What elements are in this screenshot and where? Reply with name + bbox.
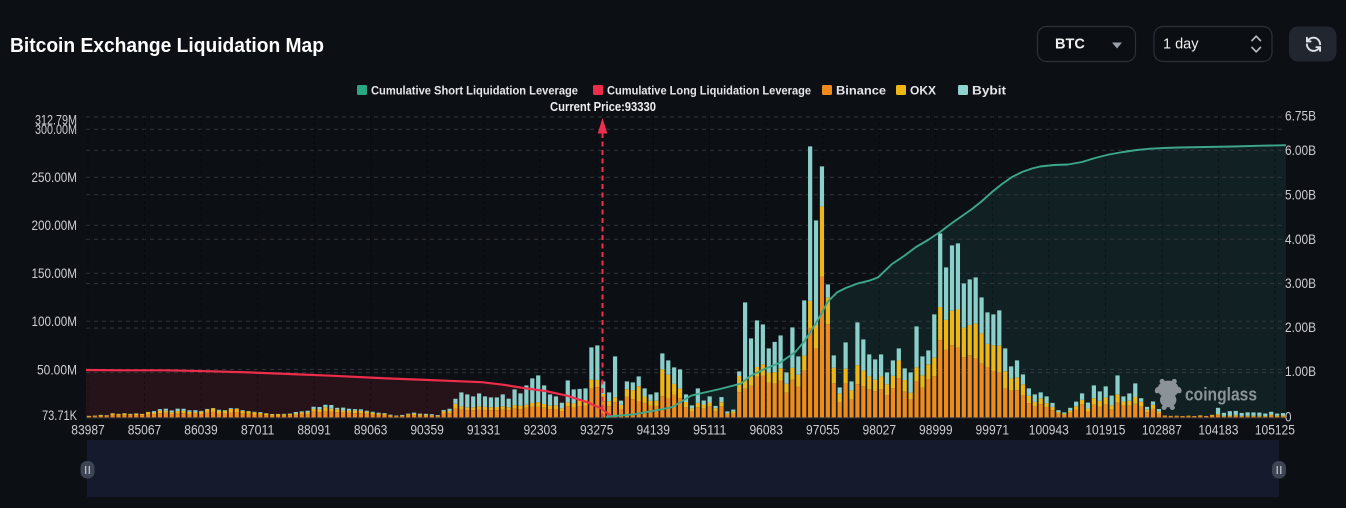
svg-text:0: 0 [1285, 409, 1292, 425]
svg-text:BTC: BTC [1055, 37, 1085, 53]
svg-text:99971: 99971 [976, 422, 1010, 438]
svg-text:88091: 88091 [297, 422, 331, 438]
svg-text:95111: 95111 [693, 422, 727, 438]
svg-text:1 day: 1 day [1163, 37, 1199, 53]
svg-text:100.00M: 100.00M [32, 313, 78, 329]
svg-text:86039: 86039 [184, 422, 218, 438]
svg-text:2.00B: 2.00B [1285, 319, 1316, 335]
svg-text:98999: 98999 [919, 422, 953, 438]
svg-text:6.75B: 6.75B [1285, 108, 1316, 124]
svg-text:92303: 92303 [523, 422, 557, 438]
svg-text:87011: 87011 [241, 422, 275, 438]
svg-text:93275: 93275 [580, 422, 614, 438]
svg-text:Cumulative Long Liquidation Le: Cumulative Long Liquidation Leverage [607, 84, 811, 98]
svg-text:Binance: Binance [836, 84, 886, 98]
svg-text:150.00M: 150.00M [32, 265, 78, 281]
svg-text:90359: 90359 [410, 422, 444, 438]
svg-text:Current Price:93330: Current Price:93330 [550, 100, 656, 114]
svg-text:96083: 96083 [749, 422, 783, 438]
svg-text:3.00B: 3.00B [1285, 275, 1316, 291]
svg-text:85067: 85067 [128, 422, 162, 438]
svg-text:1.00B: 1.00B [1285, 363, 1316, 379]
svg-text:101915: 101915 [1085, 422, 1125, 438]
svg-text:83987: 83987 [71, 422, 105, 438]
svg-text:97055: 97055 [806, 422, 840, 438]
svg-text:4.00B: 4.00B [1285, 231, 1316, 247]
svg-text:250.00M: 250.00M [32, 169, 78, 185]
svg-text:100943: 100943 [1029, 422, 1069, 438]
svg-text:200.00M: 200.00M [32, 217, 78, 233]
svg-text:Bybit: Bybit [972, 84, 1006, 98]
svg-text:300.00M: 300.00M [35, 121, 77, 137]
svg-text:50.00M: 50.00M [37, 361, 77, 377]
svg-text:OKX: OKX [910, 84, 936, 98]
svg-text:Cumulative Short Liquidation L: Cumulative Short Liquidation Leverage [371, 84, 578, 98]
svg-text:Bitcoin Exchange Liquidation M: Bitcoin Exchange Liquidation Map [10, 35, 324, 57]
svg-text:98027: 98027 [863, 422, 897, 438]
svg-text:102887: 102887 [1142, 422, 1182, 438]
svg-text:91331: 91331 [467, 422, 501, 438]
svg-text:105125: 105125 [1255, 422, 1295, 438]
svg-text:312.79M: 312.79M [35, 112, 77, 128]
svg-text:coinglass: coinglass [1185, 385, 1257, 405]
svg-text:94139: 94139 [636, 422, 670, 438]
svg-text:73.71K: 73.71K [42, 407, 78, 423]
svg-text:89063: 89063 [354, 422, 388, 438]
svg-text:6.00B: 6.00B [1285, 142, 1316, 158]
svg-text:104183: 104183 [1198, 422, 1238, 438]
svg-text:5.00B: 5.00B [1285, 187, 1316, 203]
